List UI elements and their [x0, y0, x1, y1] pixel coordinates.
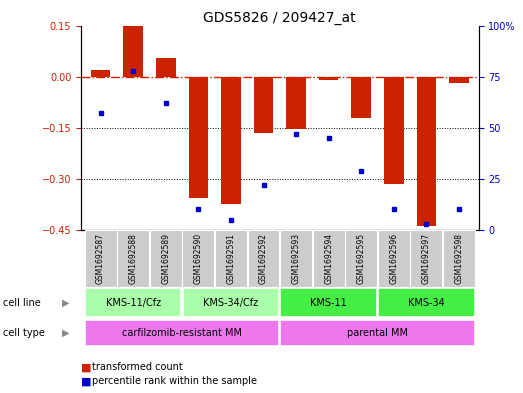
Bar	[319, 77, 338, 80]
Text: GSM1692587: GSM1692587	[96, 233, 105, 284]
Text: KMS-34/Cfz: KMS-34/Cfz	[203, 298, 258, 308]
Bar	[183, 288, 279, 317]
Bar	[443, 230, 475, 287]
Text: carfilzomib-resistant MM: carfilzomib-resistant MM	[122, 328, 242, 338]
Bar	[215, 230, 247, 287]
Bar	[189, 77, 208, 198]
Bar	[378, 230, 410, 287]
Text: GSM1692589: GSM1692589	[161, 233, 170, 284]
Text: GSM1692588: GSM1692588	[129, 233, 138, 284]
Bar	[123, 26, 143, 77]
Text: parental MM: parental MM	[347, 328, 408, 338]
Text: GSM1692593: GSM1692593	[292, 233, 301, 284]
Bar	[280, 320, 475, 346]
Text: ■: ■	[81, 362, 92, 373]
Bar	[449, 77, 469, 83]
Bar	[91, 70, 110, 77]
Bar	[117, 230, 149, 287]
Bar	[85, 230, 117, 287]
Text: GSM1692598: GSM1692598	[454, 233, 463, 284]
Bar	[417, 77, 436, 226]
Bar	[247, 230, 279, 287]
Bar	[156, 58, 176, 77]
Bar	[286, 77, 306, 129]
Text: KMS-34: KMS-34	[408, 298, 445, 308]
Bar	[85, 320, 279, 346]
Text: GSM1692597: GSM1692597	[422, 233, 431, 284]
Bar	[280, 230, 312, 287]
Text: ▶: ▶	[62, 328, 69, 338]
Text: GSM1692596: GSM1692596	[389, 233, 399, 284]
Text: ■: ■	[81, 376, 92, 386]
Bar	[254, 77, 274, 133]
Title: GDS5826 / 209427_at: GDS5826 / 209427_at	[203, 11, 356, 24]
Text: transformed count: transformed count	[92, 362, 183, 373]
Bar	[313, 230, 345, 287]
Bar	[351, 77, 371, 118]
Bar	[150, 230, 181, 287]
Text: cell line: cell line	[3, 298, 40, 308]
Bar	[378, 288, 475, 317]
Bar	[384, 77, 404, 184]
Bar	[221, 77, 241, 204]
Text: GSM1692590: GSM1692590	[194, 233, 203, 284]
Text: GSM1692592: GSM1692592	[259, 233, 268, 284]
Text: KMS-11: KMS-11	[310, 298, 347, 308]
Text: GSM1692591: GSM1692591	[226, 233, 235, 284]
Text: percentile rank within the sample: percentile rank within the sample	[92, 376, 256, 386]
Text: ▶: ▶	[62, 298, 69, 308]
Bar	[183, 230, 214, 287]
Text: GSM1692594: GSM1692594	[324, 233, 333, 284]
Bar	[345, 230, 377, 287]
Text: cell type: cell type	[3, 328, 44, 338]
Text: KMS-11/Cfz: KMS-11/Cfz	[106, 298, 161, 308]
Bar	[411, 230, 442, 287]
Bar	[280, 288, 377, 317]
Bar	[85, 288, 181, 317]
Text: GSM1692595: GSM1692595	[357, 233, 366, 284]
